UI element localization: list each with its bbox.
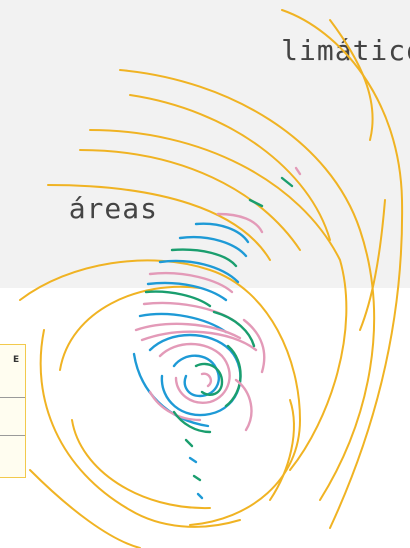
panel-divider [0, 435, 25, 436]
info-panel-card[interactable]: E [0, 344, 26, 478]
gold-arc [281, 9, 404, 529]
gold-arc [329, 19, 374, 141]
gold-arc [47, 184, 271, 261]
gold-arc [269, 399, 295, 501]
gold-arc [71, 419, 211, 510]
page-heading-2: áreas [68, 192, 158, 225]
gold-arc [39, 329, 241, 528]
page-heading-1: limático [281, 34, 410, 67]
panel-mark: E [13, 355, 20, 365]
gold-arc [89, 129, 348, 471]
gold-arc [79, 149, 301, 251]
gold-arc [19, 259, 302, 526]
gold-arc [29, 469, 141, 548]
gold-arc [119, 69, 376, 501]
gold-arc [129, 94, 331, 241]
panel-divider [0, 397, 25, 398]
gold-arc [59, 285, 201, 371]
gold-arc [359, 199, 386, 331]
